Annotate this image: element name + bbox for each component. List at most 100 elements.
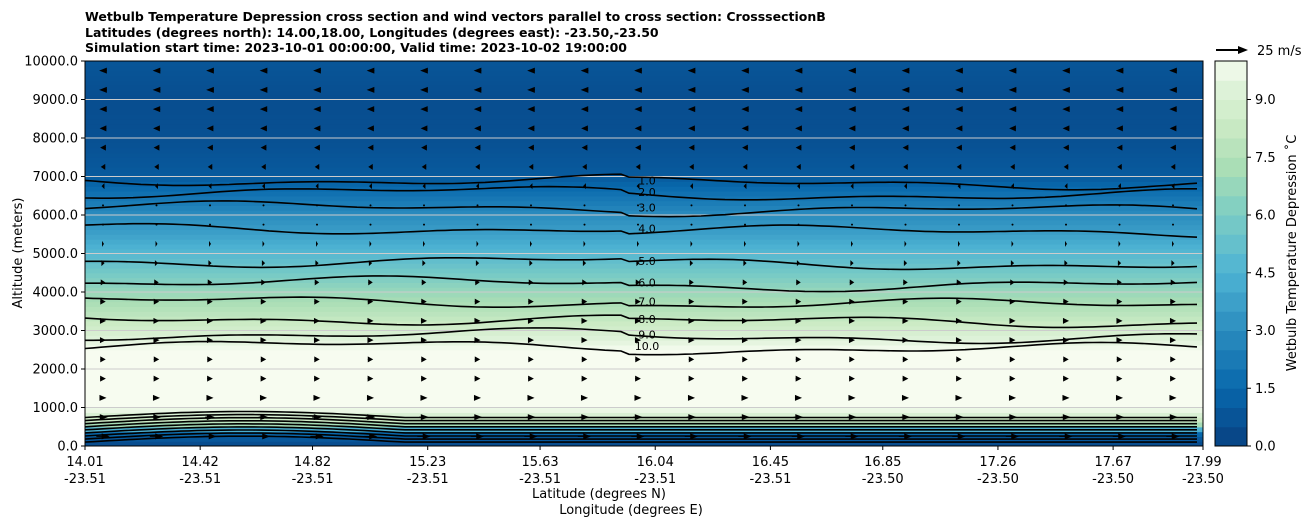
wind-vector-head bbox=[206, 125, 214, 132]
wind-vector-head bbox=[475, 260, 480, 267]
wind-vector-head bbox=[741, 67, 749, 74]
wind-vector-head bbox=[1063, 144, 1069, 151]
wind-vector bbox=[744, 204, 746, 207]
wind-vector-head bbox=[741, 337, 749, 344]
wind-vector-head bbox=[313, 86, 321, 93]
wind-vector-head bbox=[473, 67, 482, 74]
wind-vector bbox=[958, 204, 960, 207]
depression-band bbox=[85, 364, 1203, 370]
wind-vector-head bbox=[1063, 279, 1069, 286]
colorbar: 0.0 1.5 3.0 4.5 6.0 7.5 9.0 bbox=[1214, 60, 1276, 455]
colorbar-segment bbox=[1215, 234, 1247, 254]
colorbar-segment bbox=[1215, 138, 1247, 158]
quiver-key-label: 25 m/s bbox=[1257, 44, 1302, 59]
colorbar-segment bbox=[1215, 388, 1247, 408]
wind-vector-head bbox=[206, 317, 214, 324]
wind-vector-head bbox=[580, 67, 589, 74]
x-tick-label-lat: 14.01 bbox=[66, 455, 103, 470]
wind-vector-head bbox=[155, 183, 158, 190]
wind-vector-head bbox=[100, 163, 106, 170]
wind-vector-head bbox=[421, 356, 427, 363]
wind-vector-head bbox=[260, 337, 267, 344]
wind-vector bbox=[102, 223, 104, 226]
wind-vector-head bbox=[956, 144, 962, 151]
wind-vector-head bbox=[1062, 106, 1070, 113]
wind-vector-head bbox=[850, 260, 854, 267]
wind-vector-head bbox=[1062, 414, 1071, 421]
wind-vector-head bbox=[581, 337, 588, 344]
wind-vector-head bbox=[901, 67, 910, 74]
y-axis: 0.0 1000.0 2000.0 3000.0 4000.0 5000.0 6000.0 7… bbox=[24, 55, 85, 455]
wind-vector-head bbox=[688, 375, 695, 382]
x-tick-label-lon: -23.50 bbox=[1182, 472, 1224, 487]
wind-vector-head bbox=[689, 260, 694, 267]
wind-vector-head bbox=[262, 183, 265, 190]
wind-vector-head bbox=[473, 394, 482, 401]
wind-vector-head bbox=[260, 414, 269, 421]
wind-vector-head bbox=[1118, 240, 1121, 247]
wind-vector-head bbox=[580, 86, 589, 93]
wind-vector bbox=[851, 223, 853, 226]
wind-vector-head bbox=[1118, 183, 1121, 190]
wind-vector-head bbox=[634, 106, 642, 113]
depression-band bbox=[85, 272, 1203, 279]
wind-vector-head bbox=[474, 144, 481, 151]
wind-vector-head bbox=[1115, 106, 1124, 113]
wind-vector-head bbox=[153, 337, 160, 344]
depression-band bbox=[85, 354, 1203, 360]
wind-vector-head bbox=[101, 260, 105, 267]
wind-vector-head bbox=[690, 433, 699, 440]
wind-vector-head bbox=[260, 298, 267, 305]
wind-vector-head bbox=[796, 279, 801, 286]
x-tick-label-lon: -23.50 bbox=[977, 472, 1019, 487]
wind-vector bbox=[1065, 223, 1067, 226]
wind-vector bbox=[369, 223, 372, 226]
depression-band bbox=[85, 80, 1203, 86]
wind-vector-head bbox=[955, 106, 963, 113]
wind-vector-head bbox=[1171, 260, 1175, 267]
wind-vector-head bbox=[1172, 240, 1174, 247]
x-tick-label-lat: 17.67 bbox=[1095, 455, 1132, 470]
wind-vector-head bbox=[313, 125, 321, 132]
wind-vector-head bbox=[634, 394, 642, 401]
depression-band bbox=[85, 133, 1203, 139]
colorbar-segment bbox=[1215, 311, 1247, 331]
wind-vector-head bbox=[1011, 183, 1014, 190]
wind-vector-head bbox=[368, 279, 373, 286]
wind-vector-head bbox=[1115, 67, 1124, 74]
y-tick-label: 7000.0 bbox=[33, 170, 79, 185]
wind-vector-head bbox=[687, 86, 696, 93]
wind-vector-head bbox=[1115, 394, 1124, 401]
wind-vector-head bbox=[1169, 86, 1177, 93]
depression-band bbox=[85, 320, 1203, 327]
wind-vector-head bbox=[100, 375, 106, 382]
wind-vector-head bbox=[367, 356, 374, 363]
wind-vector-head bbox=[1009, 125, 1016, 132]
wind-vector-head bbox=[955, 317, 963, 324]
wind-vector bbox=[904, 223, 907, 226]
y-tick-label: 3000.0 bbox=[33, 324, 79, 339]
wind-vector-head bbox=[797, 183, 800, 190]
wind-vector-head bbox=[314, 144, 320, 151]
wind-vector-head bbox=[795, 317, 802, 324]
x-axis: 14.01 -23.51 14.42 -23.51 14.82 -23.51 15.23 -2… bbox=[64, 446, 1224, 487]
wind-vector-head bbox=[901, 86, 910, 93]
wind-vector bbox=[744, 223, 746, 226]
colorbar-segment bbox=[1215, 369, 1247, 389]
wind-vector-head bbox=[1009, 317, 1016, 324]
wind-vector-head bbox=[369, 433, 378, 440]
depression-band bbox=[85, 99, 1203, 105]
wind-vector-head bbox=[955, 337, 963, 344]
colorbar-frame bbox=[1214, 60, 1248, 447]
wind-vector-head bbox=[207, 163, 213, 170]
wind-vector-head bbox=[99, 106, 107, 113]
wind-vector-head bbox=[527, 337, 535, 344]
wind-vector bbox=[262, 204, 265, 207]
colorbar-tick-label: 3.0 bbox=[1255, 324, 1276, 339]
wind-vector-head bbox=[848, 337, 856, 344]
wind-vector-head bbox=[636, 260, 640, 267]
wind-vector-head bbox=[1170, 356, 1176, 363]
wind-vector-head bbox=[366, 67, 375, 74]
depression-band bbox=[85, 325, 1203, 332]
wind-vector-head bbox=[795, 375, 802, 382]
